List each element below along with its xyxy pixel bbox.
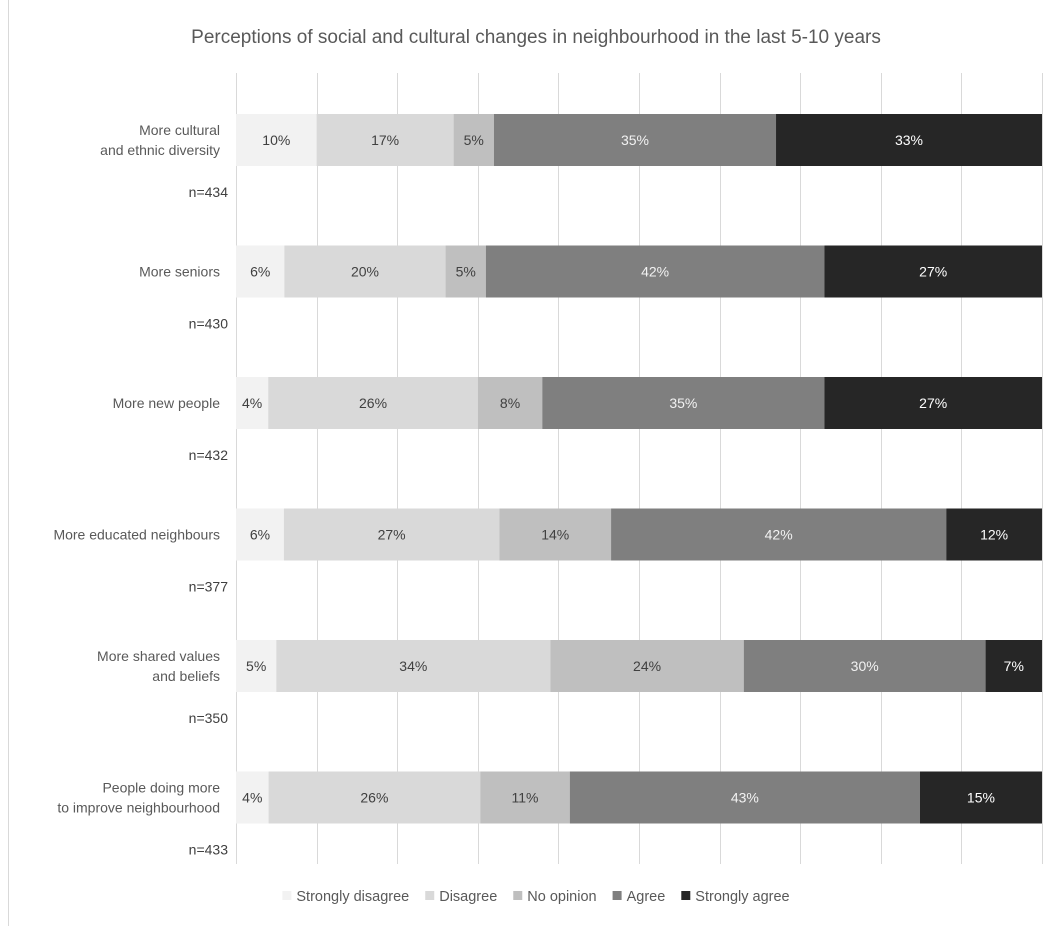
bar-segment bbox=[485, 245, 825, 298]
bars: 10% 17% 5% 35% 33% 6% 20% 5% 42% 27% 4% 26% 8% 35% 27%… bbox=[236, 114, 1042, 824]
data-label: 33% bbox=[895, 132, 923, 148]
legend-label: No opinion bbox=[527, 889, 596, 905]
bar-segment bbox=[542, 377, 825, 429]
bar-segment bbox=[480, 771, 570, 824]
bar-segment bbox=[236, 508, 284, 561]
legend-swatch bbox=[282, 891, 292, 900]
bar-segment bbox=[946, 508, 1042, 561]
bar-segment bbox=[276, 640, 551, 692]
data-label: 5% bbox=[246, 658, 266, 674]
data-label: 34% bbox=[399, 658, 427, 674]
bar-segment bbox=[283, 508, 500, 561]
data-label: 35% bbox=[669, 395, 697, 411]
data-label: 14% bbox=[541, 527, 569, 543]
bar-segment bbox=[550, 640, 744, 692]
bar-segment bbox=[743, 640, 986, 692]
data-label: 42% bbox=[641, 264, 669, 280]
chart-frame bbox=[8, 0, 1050, 926]
legend-label: Agree bbox=[627, 889, 666, 905]
bar-segment bbox=[569, 771, 920, 824]
data-label: 7% bbox=[1004, 658, 1024, 674]
category-label: More new people bbox=[113, 395, 221, 411]
category-label: More seniors bbox=[139, 264, 220, 280]
category-label: More shared values and beliefs bbox=[97, 648, 220, 684]
data-label: 27% bbox=[378, 527, 406, 543]
sample-size-label: n=430 bbox=[189, 316, 229, 332]
data-label: 27% bbox=[919, 264, 947, 280]
data-label: 24% bbox=[633, 658, 661, 674]
sample-size-label: n=350 bbox=[189, 710, 229, 726]
bar-segment bbox=[493, 114, 777, 166]
bar-segment bbox=[236, 640, 277, 692]
legend-swatch bbox=[681, 891, 691, 900]
bar-segment bbox=[453, 114, 494, 166]
category-label: People doing more to improve neighbourhoo… bbox=[57, 780, 220, 816]
category-label: More cultural and ethnic diversity bbox=[100, 122, 220, 158]
data-label: 5% bbox=[456, 264, 476, 280]
legend-swatch bbox=[513, 891, 523, 900]
data-label: 26% bbox=[360, 790, 388, 806]
legend: Strongly disagree Disagree No opinion Agree… bbox=[282, 889, 790, 905]
data-label: 4% bbox=[242, 395, 262, 411]
sample-size-label: n=433 bbox=[189, 842, 229, 858]
legend-swatch bbox=[612, 891, 622, 900]
data-label: 12% bbox=[980, 527, 1008, 543]
chart-title: Perceptions of social and cultural chang… bbox=[191, 27, 881, 48]
legend-label: Disagree bbox=[439, 889, 497, 905]
category-labels: More cultural and ethnic diversity n=434 Mo… bbox=[53, 122, 228, 858]
data-label: 15% bbox=[967, 790, 995, 806]
bar-segment bbox=[268, 377, 478, 429]
data-label: 17% bbox=[371, 132, 399, 148]
bar-segment bbox=[611, 508, 947, 561]
bar-segment bbox=[776, 114, 1042, 166]
data-label: 27% bbox=[919, 395, 947, 411]
bar-segment bbox=[445, 245, 486, 298]
sample-size-label: n=434 bbox=[189, 184, 229, 200]
legend-label: Strongly agree bbox=[695, 889, 789, 905]
bar-segment bbox=[919, 771, 1042, 824]
bar-segment bbox=[268, 771, 481, 824]
data-label: 30% bbox=[851, 658, 879, 674]
bar-segment bbox=[236, 377, 269, 429]
bar-segment bbox=[477, 377, 543, 429]
data-label: 11% bbox=[512, 790, 539, 806]
bar-segment bbox=[316, 114, 454, 166]
bar-segment bbox=[236, 114, 317, 166]
bar-segment bbox=[236, 771, 269, 824]
data-label: 42% bbox=[765, 527, 793, 543]
data-label: 6% bbox=[250, 264, 270, 280]
data-label: 5% bbox=[464, 132, 484, 148]
gridlines bbox=[236, 73, 1043, 864]
bar-segment bbox=[985, 640, 1042, 692]
bar-segment bbox=[824, 377, 1042, 429]
data-label: 35% bbox=[621, 132, 649, 148]
data-label: 10% bbox=[262, 132, 290, 148]
bar-segment bbox=[824, 245, 1042, 298]
data-label: 8% bbox=[500, 395, 520, 411]
bar-segment bbox=[284, 245, 446, 298]
legend-swatch bbox=[425, 891, 435, 900]
data-label: 20% bbox=[351, 264, 379, 280]
data-label: 4% bbox=[242, 790, 262, 806]
data-label: 6% bbox=[250, 527, 270, 543]
category-label: More educated neighbours bbox=[53, 527, 220, 543]
sample-size-label: n=377 bbox=[189, 579, 229, 595]
bar-segment bbox=[236, 245, 285, 298]
legend-label: Strongly disagree bbox=[296, 889, 409, 905]
bar-segment bbox=[499, 508, 612, 561]
sample-size-label: n=432 bbox=[189, 447, 229, 463]
data-label: 43% bbox=[731, 790, 759, 806]
data-label: 26% bbox=[359, 395, 387, 411]
